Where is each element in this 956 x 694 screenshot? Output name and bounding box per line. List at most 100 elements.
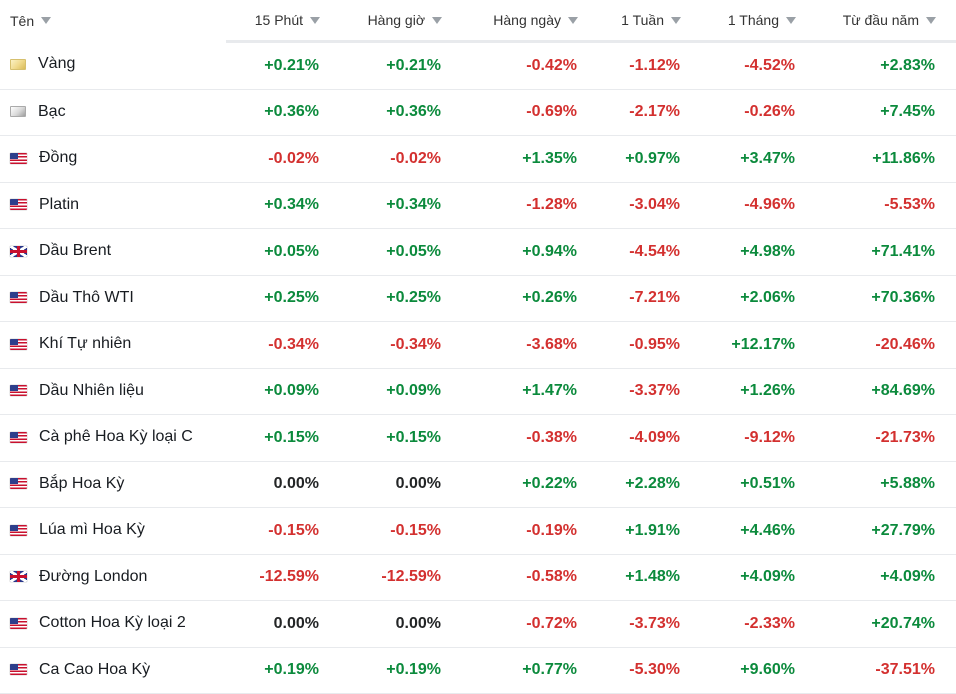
table-row[interactable]: Cà phê Hoa Kỳ loại C +0.15% +0.15% -0.38% -4… (0, 414, 956, 462)
column-header-hourly[interactable]: Hàng giờ (340, 0, 462, 43)
column-header-label: 1 Tuần (621, 12, 664, 28)
table-row[interactable]: Lúa mì Hoa Kỳ -0.15% -0.15% -0.19% +1.91% +4.… (0, 507, 956, 555)
commodity-name-link[interactable]: Vàng (38, 55, 76, 73)
table-row[interactable]: Đồng -0.02% -0.02% +1.35% +0.97% +3.47% +11.86… (0, 135, 956, 183)
commodity-name-link[interactable]: Cà phê Hoa Kỳ loại C (39, 428, 193, 445)
cell-hourly: -0.34% (340, 321, 462, 369)
commodity-name-link[interactable]: Lúa mì Hoa Kỳ (39, 521, 145, 538)
cell-name[interactable]: Đường London (0, 554, 226, 601)
cell-month: -4.52% (701, 41, 816, 90)
cell-name[interactable]: Ca Cao Hoa Kỳ (0, 647, 226, 694)
column-header-week[interactable]: 1 Tuần (598, 0, 701, 43)
sort-down-icon[interactable] (432, 16, 442, 24)
cell-month: +2.06% (701, 275, 816, 322)
table-row[interactable]: Dầu Nhiên liệu +0.09% +0.09% +1.47% -3.37% +1… (0, 368, 956, 415)
cell-name[interactable]: Dầu Nhiên liệu (0, 368, 226, 415)
us-flag-icon (10, 199, 27, 210)
column-header-label: Tên (10, 12, 35, 29)
cell-15min: 0.00% (226, 461, 340, 508)
commodity-name-link[interactable]: Dầu Brent (39, 242, 112, 259)
cell-hourly: -0.02% (340, 135, 462, 183)
commodity-name-link[interactable]: Bắp Hoa Kỳ (39, 474, 125, 492)
cell-name[interactable]: Lúa mì Hoa Kỳ (0, 507, 226, 555)
commodity-name-link[interactable]: Dầu Thô WTI (39, 288, 134, 306)
sort-down-icon[interactable] (926, 16, 936, 24)
cell-ytd: -5.53% (816, 182, 956, 229)
cell-daily: +0.22% (462, 461, 598, 508)
column-header-month[interactable]: 1 Tháng (701, 0, 816, 43)
cell-hourly: +0.19% (340, 647, 462, 694)
commodity-name-link[interactable]: Bạc (38, 102, 66, 120)
sort-down-icon[interactable] (310, 16, 320, 24)
cell-name[interactable]: Khí Tự nhiên (0, 321, 226, 369)
cell-hourly: 0.00% (340, 600, 462, 648)
cell-15min: -12.59% (226, 554, 340, 601)
column-header-label: Từ đầu năm (842, 12, 919, 28)
table-row[interactable]: Cotton Hoa Kỳ loại 2 0.00% 0.00% -0.72% -3.7… (0, 600, 956, 648)
column-header-label: 15 Phút (254, 12, 303, 28)
sort-down-icon[interactable] (568, 16, 578, 24)
cell-week: +0.97% (598, 135, 701, 183)
column-header-daily[interactable]: Hàng ngày (462, 0, 598, 43)
cell-15min: +0.36% (226, 89, 340, 136)
cell-15min: +0.05% (226, 228, 340, 276)
cell-name[interactable]: Cà phê Hoa Kỳ loại C (0, 414, 226, 462)
cell-name[interactable]: Đồng (0, 135, 226, 183)
cell-daily: +1.35% (462, 135, 598, 183)
us-flag-icon (10, 152, 27, 164)
cell-week: -0.95% (598, 321, 701, 369)
cell-15min: +0.21% (226, 41, 340, 90)
table-row[interactable]: Dầu Brent +0.05% +0.05% +0.94% -4.54% +4.98% +… (0, 228, 956, 276)
cell-15min: -0.34% (226, 321, 340, 369)
cell-daily: -0.69% (462, 89, 598, 136)
sort-down-icon[interactable] (786, 16, 796, 24)
cell-name[interactable]: Bắp Hoa Kỳ (0, 461, 226, 508)
sort-down-icon[interactable] (671, 16, 681, 24)
cell-daily: -1.28% (462, 182, 598, 229)
cell-month: -9.12% (701, 414, 816, 462)
cell-month: -4.96% (701, 182, 816, 229)
commodity-name-link[interactable]: Khí Tự nhiên (39, 335, 132, 352)
table-row[interactable]: Đường London -12.59% -12.59% -0.58% +1.48% +4… (0, 554, 956, 601)
table-row[interactable]: Bắp Hoa Kỳ 0.00% 0.00% +0.22% +2.28% +0.51% +5… (0, 461, 956, 508)
sort-down-icon[interactable] (41, 17, 52, 25)
table-row[interactable]: Vàng +0.21% +0.21% -0.42% -1.12% -4.52% +2.83% (0, 41, 956, 90)
cell-name[interactable]: Platin (0, 182, 226, 229)
cell-name[interactable]: Dầu Brent (0, 228, 226, 276)
commodity-name-link[interactable]: Đồng (39, 149, 78, 166)
commodity-name-link[interactable]: Cotton Hoa Kỳ loại 2 (39, 614, 186, 631)
cell-month: +12.17% (701, 321, 816, 369)
cell-ytd: +20.74% (816, 600, 956, 648)
cell-15min: +0.25% (226, 275, 340, 322)
us-flag-icon (10, 338, 27, 350)
table-row[interactable]: Khí Tự nhiên -0.34% -0.34% -3.68% -0.95% +12.… (0, 321, 956, 369)
commodity-name-link[interactable]: Dầu Nhiên liệu (39, 381, 144, 399)
cell-ytd: -20.46% (816, 321, 956, 369)
cell-week: +2.28% (598, 461, 701, 508)
uk-flag-icon (10, 245, 27, 257)
cell-daily: +0.26% (462, 275, 598, 322)
table-row[interactable]: Bạc +0.36% +0.36% -0.69% -2.17% -0.26% +7.45% (0, 89, 956, 136)
cell-name[interactable]: Cotton Hoa Kỳ loại 2 (0, 600, 226, 648)
commodity-name-link[interactable]: Ca Cao Hoa Kỳ (39, 660, 151, 678)
cell-name[interactable]: Vàng (0, 41, 226, 90)
column-header-name[interactable]: Tên (0, 0, 226, 42)
cell-month: +4.09% (701, 554, 816, 601)
cell-week: -2.17% (598, 89, 701, 136)
table-row[interactable]: Dầu Thô WTI +0.25% +0.25% +0.26% -7.21% +2.06… (0, 275, 956, 322)
us-flag-icon (10, 617, 27, 629)
commodity-name-link[interactable]: Platin (39, 195, 80, 213)
cell-hourly: 0.00% (340, 461, 462, 508)
cell-week: -3.04% (598, 182, 701, 229)
table-row[interactable]: Platin +0.34% +0.34% -1.28% -3.04% -4.96% -5.5… (0, 182, 956, 229)
column-header-15min[interactable]: 15 Phút (226, 0, 340, 43)
cell-name[interactable]: Bạc (0, 89, 226, 136)
column-header-ytd[interactable]: Từ đầu năm (816, 0, 956, 43)
cell-ytd: +4.09% (816, 554, 956, 601)
commodity-name-link[interactable]: Đường London (39, 567, 148, 585)
cell-hourly: +0.05% (340, 228, 462, 276)
cell-week: +1.91% (598, 507, 701, 555)
column-header-label: 1 Tháng (727, 12, 779, 28)
cell-name[interactable]: Dầu Thô WTI (0, 275, 226, 322)
table-row[interactable]: Ca Cao Hoa Kỳ +0.19% +0.19% +0.77% -5.30% +9.… (0, 647, 956, 694)
